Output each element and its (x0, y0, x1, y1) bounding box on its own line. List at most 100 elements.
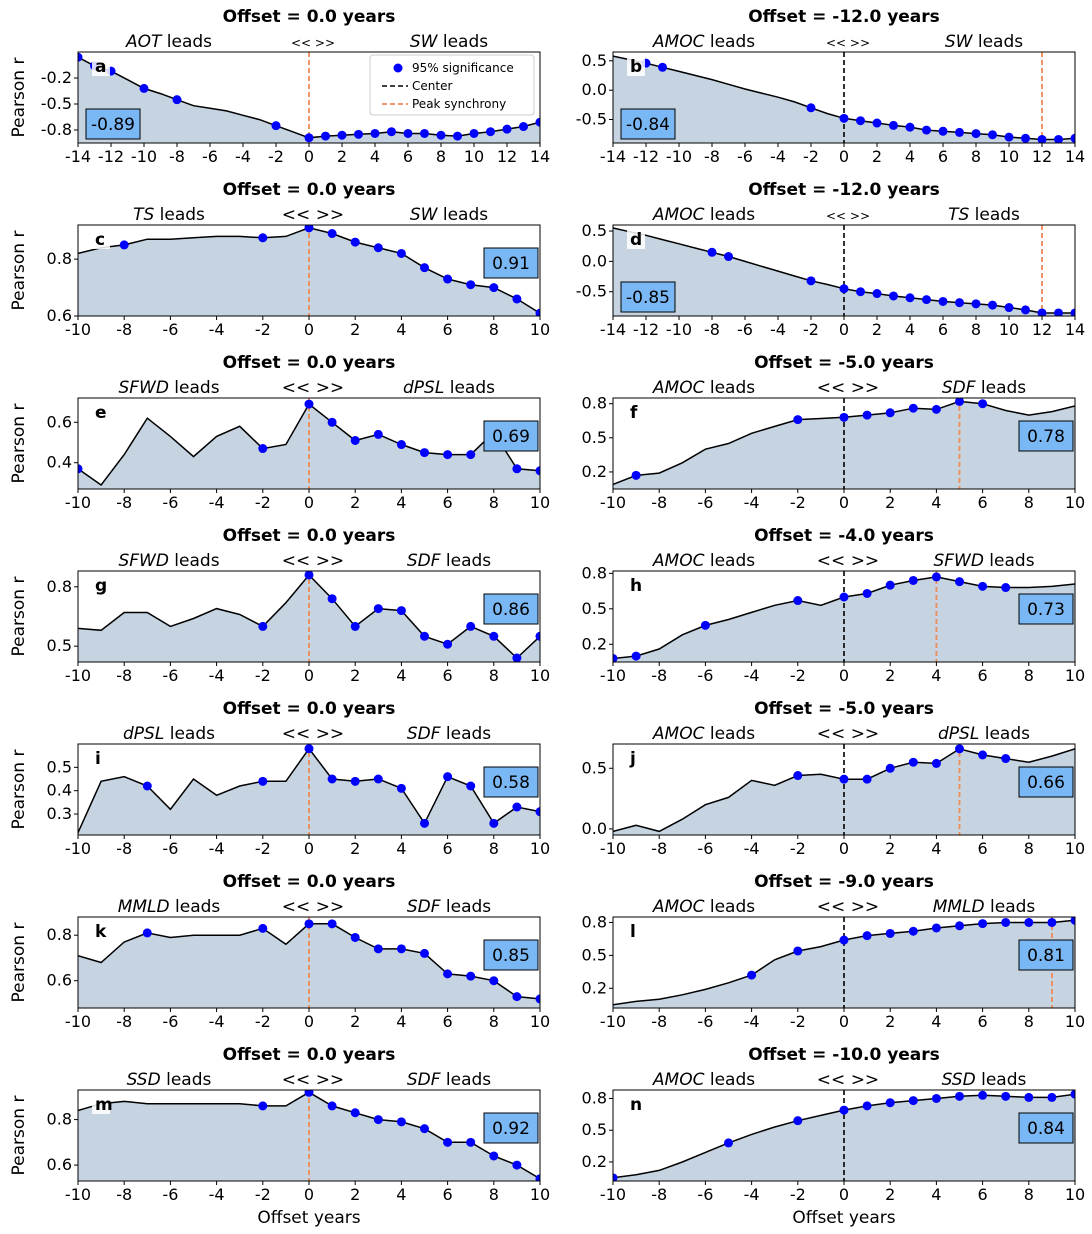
significance-marker (978, 919, 988, 929)
significance-marker (793, 771, 803, 781)
x-tick-label: -6 (162, 1012, 178, 1031)
lead-word: leads (704, 1070, 755, 1090)
peak-correlation-badge (1018, 593, 1074, 625)
x-tick-label: 8 (1024, 1012, 1034, 1031)
panel-letter-box (627, 922, 645, 941)
x-tick-label: 2 (885, 1012, 895, 1031)
significance-marker (700, 620, 710, 630)
significance-marker (420, 818, 429, 828)
y-tick-label: 0.2 (582, 978, 607, 997)
x-tick-label: 0 (839, 493, 849, 512)
lead-variable: AMOC (652, 724, 705, 744)
significance-marker (1004, 132, 1014, 142)
peak-correlation-value: 0.81 (1027, 946, 1065, 966)
x-tick-label: 10 (530, 320, 550, 339)
significance-marker (988, 130, 997, 140)
x-tick-label: 10 (1065, 1185, 1085, 1204)
y-tick-label: 0.5 (582, 599, 607, 618)
significance-marker (1001, 583, 1011, 593)
x-tick-label: 6 (443, 1185, 453, 1204)
x-tick-label: -2 (790, 493, 806, 512)
right-lead-label: dPSL leads (938, 724, 1030, 744)
x-tick-label: 0 (304, 839, 314, 858)
peak-correlation-badge (1018, 1112, 1074, 1144)
significance-marker (908, 403, 918, 413)
x-tick-label: -10 (600, 493, 626, 512)
significance-marker (327, 919, 337, 929)
peak-correlation-badge (620, 108, 676, 140)
significance-marker (885, 928, 895, 938)
significance-marker (387, 127, 396, 137)
significance-marker (535, 466, 540, 476)
lead-arrows: << >> (817, 1070, 879, 1090)
significance-marker (908, 1096, 918, 1106)
significance-marker (420, 631, 429, 641)
peak-correlation-badge (483, 766, 539, 798)
panel-l: -10 -8 -6 -4 -2 0 2 4 6 8 10 0.2 0.5 0.8 Offset = -9.0… (582, 872, 1086, 1031)
significance-marker (350, 932, 360, 942)
significance-marker (466, 971, 476, 981)
significance-marker (889, 291, 898, 301)
significance-marker (396, 248, 406, 258)
x-tick-label: -4 (209, 320, 225, 339)
x-tick-label: -4 (770, 320, 786, 339)
significance-marker (613, 653, 618, 662)
y-tick-label: 0.2 (582, 462, 607, 481)
significance-marker (1054, 134, 1063, 143)
significance-marker (258, 444, 268, 454)
significance-marker (862, 1101, 872, 1111)
lead-variable: AOT (125, 32, 163, 52)
x-tick-label: -8 (116, 666, 132, 685)
significance-marker (793, 415, 803, 425)
panel-b: -14 -12 -10 -8 -6 -4 -2 0 2 4 6 8 10 12 14 -0.5 0.0 0.5 Of… (576, 7, 1085, 166)
x-tick-label: -12 (633, 320, 659, 339)
significance-marker (931, 923, 941, 933)
significance-marker (396, 1117, 406, 1127)
significance-marker (304, 744, 314, 754)
x-tick-label: -4 (209, 666, 225, 685)
x-tick-label: -4 (744, 666, 760, 685)
y-axis-label: Pearson r (9, 577, 29, 657)
x-tick-label: 2 (337, 147, 347, 166)
right-lead-label: SW leads (410, 205, 488, 225)
x-tick-label: 8 (971, 320, 981, 339)
right-lead-label: dPSL leads (403, 378, 495, 398)
y-axis-label: Pearson r (9, 923, 29, 1003)
panel-title: Offset = 0.0 years (223, 699, 396, 719)
significance-marker (1070, 917, 1075, 925)
x-tick-label: 0 (839, 147, 849, 166)
significance-marker (862, 774, 872, 784)
significance-marker (988, 300, 997, 310)
x-tick-label: 10 (530, 666, 550, 685)
significance-marker (955, 1091, 964, 1101)
significance-marker (420, 948, 429, 958)
peak-correlation-value: 0.84 (1027, 1119, 1065, 1139)
significance-marker (350, 237, 360, 247)
significance-marker (443, 772, 453, 782)
x-tick-label: -6 (737, 147, 753, 166)
panel-title: Offset = -9.0 years (754, 872, 934, 892)
left-lead-label: SFWD leads (118, 378, 219, 398)
significance-marker (466, 450, 476, 460)
panel-i: -10 -8 -6 -4 -2 0 2 4 6 8 10 0.3 0.4 0.5 Offset = 0.0 … (9, 699, 550, 858)
lead-word: leads (704, 205, 755, 225)
right-lead-label: SSD leads (942, 1070, 1027, 1090)
x-tick-label: -10 (65, 493, 91, 512)
panel-d: -14 -12 -10 -8 -6 -4 -2 0 2 4 6 8 10 12 14 -0.5 0.0 0.5 Of… (576, 180, 1085, 339)
significance-marker (370, 128, 380, 138)
significance-marker (931, 1093, 941, 1103)
lead-word: leads (972, 32, 1023, 52)
x-tick-label: 0 (304, 1012, 314, 1031)
x-tick-label: 10 (530, 1012, 550, 1031)
y-tick-label: -0.5 (576, 110, 607, 129)
peak-correlation-value: -0.85 (626, 288, 670, 308)
x-tick-label: 8 (489, 839, 499, 858)
panel-j: -10 -8 -6 -4 -2 0 2 4 6 8 10 0.0 0.5 Offset = -5.0 ye… (582, 699, 1086, 858)
x-tick-label: -2 (255, 493, 271, 512)
panel-title: Offset = 0.0 years (223, 353, 396, 373)
x-tick-label: 4 (370, 147, 380, 166)
significance-marker (1021, 133, 1030, 143)
significance-marker (304, 919, 314, 929)
panel-letter-box (92, 1095, 110, 1114)
right-lead-label: SDF leads (407, 551, 491, 571)
